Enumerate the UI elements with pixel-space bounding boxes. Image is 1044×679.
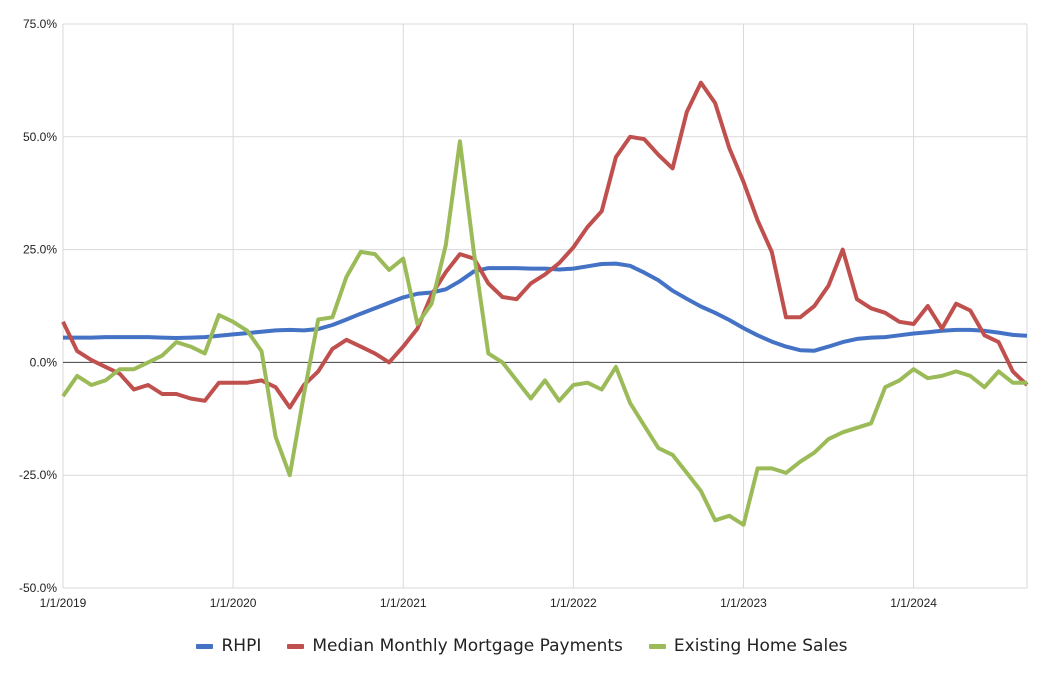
legend-label: Median Monthly Mortgage Payments	[312, 636, 623, 656]
y-tick-label: -50.0%	[19, 581, 57, 595]
y-tick-label: 50.0%	[23, 130, 57, 144]
legend-item-rhpi: RHPI	[196, 636, 261, 656]
legend-item-existing-home-sales: Existing Home Sales	[648, 636, 848, 656]
x-tick-label: 1/1/2021	[380, 596, 427, 610]
grid-layer	[62, 23, 1028, 589]
x-tick-label: 1/1/2024	[890, 596, 937, 610]
series-line-rhpi	[63, 261, 1028, 353]
x-tick-label: 1/1/2020	[210, 596, 257, 610]
axis-layer: 75.0% 50.0% 25.0% 0.0% -25.0% -50.0%1/1/2019 1…	[19, 17, 1027, 610]
legend-swatch	[648, 643, 666, 649]
x-tick-label: 1/1/2023	[720, 596, 767, 610]
y-tick-label: 25.0%	[23, 243, 57, 257]
legend-label: Existing Home Sales	[673, 636, 848, 656]
series-layer	[61, 80, 1029, 527]
line-chart: 75.0% 50.0% 25.0% 0.0% -25.0% -50.0%1/1/2019 1…	[19, 17, 1029, 610]
series-line-median-monthly-mortgage-payments	[61, 80, 1029, 410]
x-tick-label: 1/1/2022	[550, 596, 597, 610]
legend: RHPI Median Monthly Mortgage Payments Exis…	[0, 636, 1044, 656]
legend-label: RHPI	[221, 636, 262, 656]
legend-item-median-monthly-mortgage-payments: Median Monthly Mortgage Payments	[287, 636, 623, 656]
legend-swatch	[196, 643, 214, 649]
y-tick-label: 0.0%	[30, 355, 58, 369]
series-line-existing-home-sales	[61, 139, 1027, 527]
legend-swatch	[287, 643, 305, 649]
x-tick-label: 1/1/2019	[40, 596, 87, 610]
y-tick-label: 75.0%	[23, 17, 57, 31]
y-tick-label: -25.0%	[19, 468, 57, 482]
